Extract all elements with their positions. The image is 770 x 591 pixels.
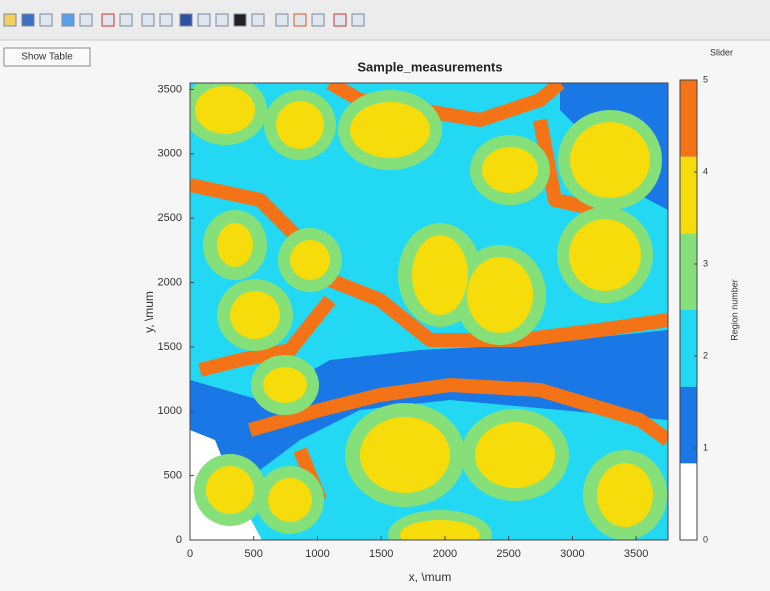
y-tick-label: 500 [164,470,182,482]
y-tick-label: 2500 [158,212,182,224]
x-axis-label: x, \mum [409,570,452,584]
tool-icon[interactable] [252,14,264,26]
colorbar-segment [680,80,697,157]
y-tick-label: 3000 [158,148,182,160]
x-tick-label: 500 [245,548,263,560]
x-tick-label: 1500 [369,548,393,560]
tool-icon[interactable] [352,14,364,26]
y-axis-label: y, \mum [142,291,156,333]
colorbar-segment [680,157,697,234]
y-tick-label: 3500 [158,83,182,95]
tool-icon[interactable] [294,14,306,26]
tool-icon[interactable] [276,14,288,26]
tool-icon[interactable] [334,14,346,26]
x-tick-label: 3500 [624,548,648,560]
tool-icon[interactable] [216,14,228,26]
tool-icon[interactable] [160,14,172,26]
slider-label: Slider [710,47,733,57]
save-icon[interactable] [22,14,34,26]
colorbar-segment [680,310,697,387]
tool-icon[interactable] [142,14,154,26]
chart-title: Sample_measurements [357,59,502,74]
toolbar [0,0,770,40]
x-tick-label: 0 [187,548,193,560]
tool-icon[interactable] [80,14,92,26]
colorbar-tick-label: 4 [703,166,708,176]
colorbar-segment [680,463,697,540]
y-tick-label: 2000 [158,276,182,288]
colorbar-segment [680,233,697,310]
y-tick-label: 1000 [158,405,182,417]
open-icon[interactable] [4,14,16,26]
tool-icon[interactable] [234,14,246,26]
x-tick-label: 3000 [560,548,584,560]
colorbar-tick-label: 2 [703,350,708,360]
print-icon[interactable] [40,14,52,26]
x-tick-label: 2000 [433,548,457,560]
colorbar-tick-label: 5 [703,74,708,84]
colorbar-label: Region number [729,279,739,341]
y-tick-label: 0 [176,534,182,546]
region-map [183,75,668,560]
app-window: Show Table Slider Sample_measurements x,… [0,0,770,591]
tool-icon[interactable] [198,14,210,26]
tool-icon[interactable] [312,14,324,26]
colorbar-tick-label: 3 [703,258,708,268]
x-tick-label: 2500 [496,548,520,560]
y-tick-label: 1500 [158,341,182,353]
x-tick-label: 1000 [305,548,329,560]
button-label[interactable]: Show Table [21,52,73,63]
tool-icon[interactable] [120,14,132,26]
tool-icon[interactable] [62,14,74,26]
colorbar-segment [680,387,697,464]
colorbar-tick-label: 0 [703,534,708,544]
colorbar-tick-label: 1 [703,442,708,452]
tool-icon[interactable] [180,14,192,26]
tool-icon[interactable] [102,14,114,26]
